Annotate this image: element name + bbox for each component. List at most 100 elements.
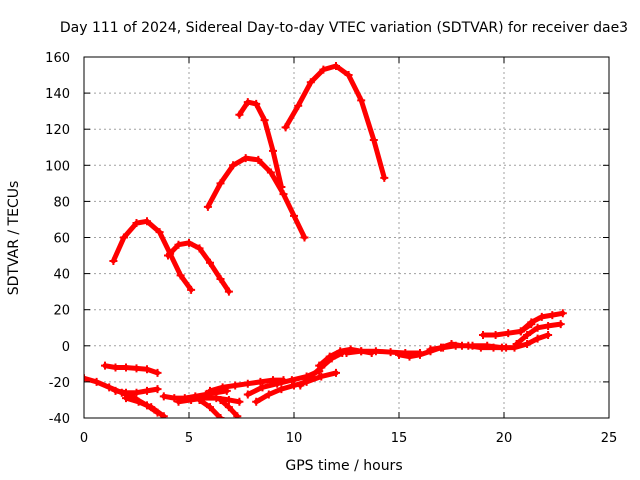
series-line xyxy=(236,99,284,190)
data-point xyxy=(260,116,269,125)
data-point xyxy=(206,386,214,395)
series-arc-3 xyxy=(203,154,309,242)
data-point xyxy=(143,386,151,395)
data-point xyxy=(159,412,168,418)
data-point xyxy=(206,258,214,267)
data-point xyxy=(206,403,214,412)
data-point xyxy=(533,334,542,343)
data-point xyxy=(491,330,500,339)
data-point xyxy=(544,330,553,339)
series-arc-1 xyxy=(109,217,196,294)
data-point xyxy=(294,101,303,110)
y-tick-label: 40 xyxy=(53,268,70,283)
x-tick-label: 15 xyxy=(391,431,408,446)
data-point xyxy=(216,275,225,284)
data-point xyxy=(218,383,227,392)
series-low-5 xyxy=(159,386,231,403)
data-point xyxy=(235,110,244,119)
y-axis-label: SDTVAR / TECUs xyxy=(6,181,22,296)
data-point xyxy=(254,155,263,164)
data-point xyxy=(483,341,492,350)
data-point xyxy=(229,161,238,170)
data-point xyxy=(231,381,240,390)
data-point xyxy=(170,394,179,403)
y-tick-label: 20 xyxy=(53,304,70,319)
data-point xyxy=(122,363,130,372)
data-point xyxy=(203,202,212,211)
series-line xyxy=(123,395,167,418)
data-point xyxy=(164,251,172,260)
data-point xyxy=(174,240,183,249)
y-tick-label: -40 xyxy=(49,412,70,427)
data-point xyxy=(439,343,448,352)
data-point xyxy=(544,321,553,330)
data-point xyxy=(101,361,109,370)
data-point xyxy=(187,395,196,404)
data-point xyxy=(332,62,340,71)
y-tick-label: 160 xyxy=(45,51,70,66)
data-point xyxy=(243,98,252,107)
data-point xyxy=(325,352,334,361)
data-point xyxy=(153,385,162,394)
series-low-3 xyxy=(111,385,162,397)
series-low-6 xyxy=(174,394,244,406)
data-point xyxy=(273,379,282,388)
data-point xyxy=(187,285,196,294)
data-point xyxy=(290,211,298,220)
data-point xyxy=(216,179,225,188)
data-point xyxy=(342,349,351,358)
data-point xyxy=(233,412,242,418)
data-point xyxy=(252,99,261,108)
series-low-20 xyxy=(512,320,565,348)
data-point xyxy=(132,364,141,373)
series-low-12 xyxy=(296,349,347,390)
data-point xyxy=(497,343,506,352)
data-point xyxy=(369,136,378,145)
x-tick-label: 25 xyxy=(601,431,618,446)
data-point xyxy=(159,392,168,401)
data-point xyxy=(504,329,513,338)
data-point xyxy=(185,238,193,247)
data-point xyxy=(174,397,183,406)
data-point xyxy=(315,361,324,370)
data-point xyxy=(252,397,261,406)
x-axis-label: GPS time / hours xyxy=(285,458,402,474)
data-point xyxy=(426,345,435,354)
series-line xyxy=(283,63,387,181)
data-point xyxy=(224,395,233,404)
data-point xyxy=(147,403,156,412)
series-low-7 xyxy=(195,395,225,418)
data-point xyxy=(266,168,275,177)
data-point xyxy=(195,244,204,253)
data-point xyxy=(122,394,130,403)
data-point xyxy=(558,309,567,318)
y-tick-label: 120 xyxy=(45,123,70,138)
data-point xyxy=(132,219,141,228)
data-point xyxy=(241,154,250,163)
y-tick-label: -20 xyxy=(49,376,70,391)
y-tick-label: 80 xyxy=(53,195,70,210)
y-tick-label: 100 xyxy=(45,159,70,174)
data-point xyxy=(143,217,151,226)
data-point xyxy=(287,376,296,385)
data-point xyxy=(269,146,277,155)
series-low-4 xyxy=(122,394,168,418)
data-point xyxy=(357,347,366,356)
data-point xyxy=(336,347,345,356)
series-low-11 xyxy=(252,368,340,406)
data-point xyxy=(216,414,225,418)
series-arc-4 xyxy=(235,98,286,191)
data-point xyxy=(512,339,521,348)
x-tick-label: 0 xyxy=(80,431,88,446)
data-point xyxy=(548,311,557,320)
series-low-19 xyxy=(516,309,567,336)
series-arc-2 xyxy=(164,238,233,296)
data-point xyxy=(105,383,114,392)
data-point xyxy=(84,374,88,383)
data-point xyxy=(516,327,525,336)
data-point xyxy=(155,228,164,237)
chart-title: Day 111 of 2024, Sidereal Day-to-day VTE… xyxy=(60,20,628,36)
data-point xyxy=(281,123,290,132)
data-point xyxy=(111,386,120,395)
